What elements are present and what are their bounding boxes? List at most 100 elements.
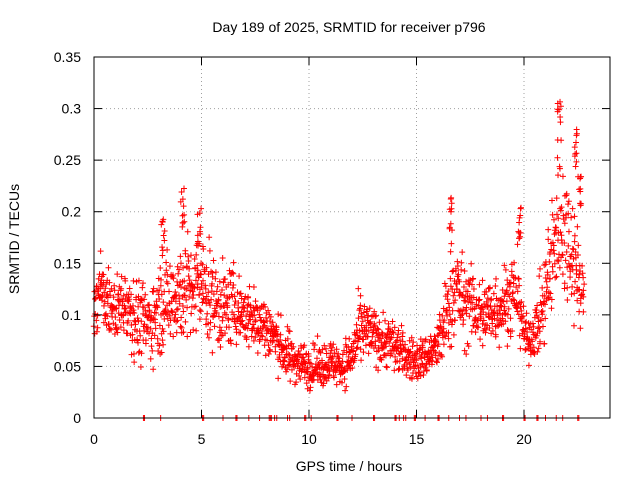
data-point [186, 293, 193, 300]
data-point [509, 289, 516, 296]
data-point [125, 317, 132, 324]
data-point [205, 271, 212, 278]
data-point [448, 194, 455, 201]
data-point [183, 296, 190, 303]
data-point [108, 326, 115, 333]
data-point [373, 312, 380, 319]
data-point [505, 305, 512, 312]
data-point [122, 277, 129, 284]
data-point [104, 300, 111, 307]
data-point [506, 293, 513, 300]
data-point [353, 321, 360, 328]
data-point [546, 258, 553, 265]
data-point [492, 323, 499, 330]
data-point [489, 327, 496, 334]
data-point [483, 288, 490, 295]
data-point [559, 173, 566, 180]
y-axis-label: SRMTID / TECUs [6, 184, 22, 294]
data-point [476, 281, 483, 288]
data-point [422, 336, 429, 343]
data-point [565, 242, 572, 249]
data-point [448, 240, 455, 247]
data-point [577, 175, 584, 182]
data-point [357, 302, 364, 309]
data-point [277, 312, 284, 319]
data-point [476, 296, 483, 303]
data-point [186, 265, 193, 272]
data-point [156, 287, 163, 294]
data-point [262, 303, 269, 310]
data-point [460, 316, 467, 323]
data-point [194, 262, 201, 269]
data-point [269, 319, 276, 326]
data-point [345, 353, 352, 360]
data-point [551, 227, 558, 234]
data-point [481, 325, 488, 332]
data-point [516, 229, 523, 236]
data-point [561, 240, 568, 247]
data-point [518, 307, 525, 314]
data-point [573, 130, 580, 137]
data-point [554, 154, 561, 161]
data-point [533, 307, 540, 314]
data-point [488, 296, 495, 303]
data-point [215, 313, 222, 320]
data-point [299, 354, 306, 361]
data-point [275, 311, 282, 318]
data-point [348, 343, 355, 350]
data-point [132, 318, 139, 325]
data-point [514, 241, 521, 248]
data-point [296, 372, 303, 379]
data-point [196, 210, 203, 217]
data-point [444, 296, 451, 303]
data-point [514, 288, 521, 295]
data-point [213, 288, 220, 295]
data-point [477, 336, 484, 343]
data-point [409, 343, 416, 350]
data-point [573, 158, 580, 165]
data-point [197, 224, 204, 231]
data-point [354, 344, 361, 351]
data-point [544, 271, 551, 278]
data-point [290, 343, 297, 350]
data-point [331, 350, 338, 357]
y-tick-label: 0.2 [62, 204, 82, 220]
data-point [287, 378, 294, 385]
data-point [202, 285, 209, 292]
data-point [158, 276, 165, 283]
data-point [284, 366, 291, 373]
data-point [580, 287, 587, 294]
data-point [559, 271, 566, 278]
data-point [170, 275, 177, 282]
data-point [322, 374, 329, 381]
data-point [160, 341, 167, 348]
data-point [503, 287, 510, 294]
data-point [441, 317, 448, 324]
data-point [341, 368, 348, 375]
data-point [187, 252, 194, 259]
data-point [551, 260, 558, 267]
data-point [311, 346, 318, 353]
data-point [535, 345, 542, 352]
data-point [231, 293, 238, 300]
data-point [306, 387, 313, 394]
data-point [406, 349, 413, 356]
data-point [94, 324, 101, 331]
plot-frame [93, 56, 611, 419]
data-point [141, 296, 148, 303]
data-point [446, 224, 453, 231]
data-point [572, 150, 579, 157]
data-point [138, 350, 145, 357]
data-point [351, 357, 358, 364]
data-point [166, 288, 173, 295]
data-point [562, 257, 569, 264]
data-point [450, 331, 457, 338]
data-point [107, 292, 114, 299]
data-point [445, 319, 452, 326]
data-point [375, 347, 382, 354]
data-point [570, 322, 577, 329]
data-point [549, 268, 556, 275]
data-point [456, 278, 463, 285]
data-point [331, 374, 338, 381]
data-point [454, 258, 461, 265]
